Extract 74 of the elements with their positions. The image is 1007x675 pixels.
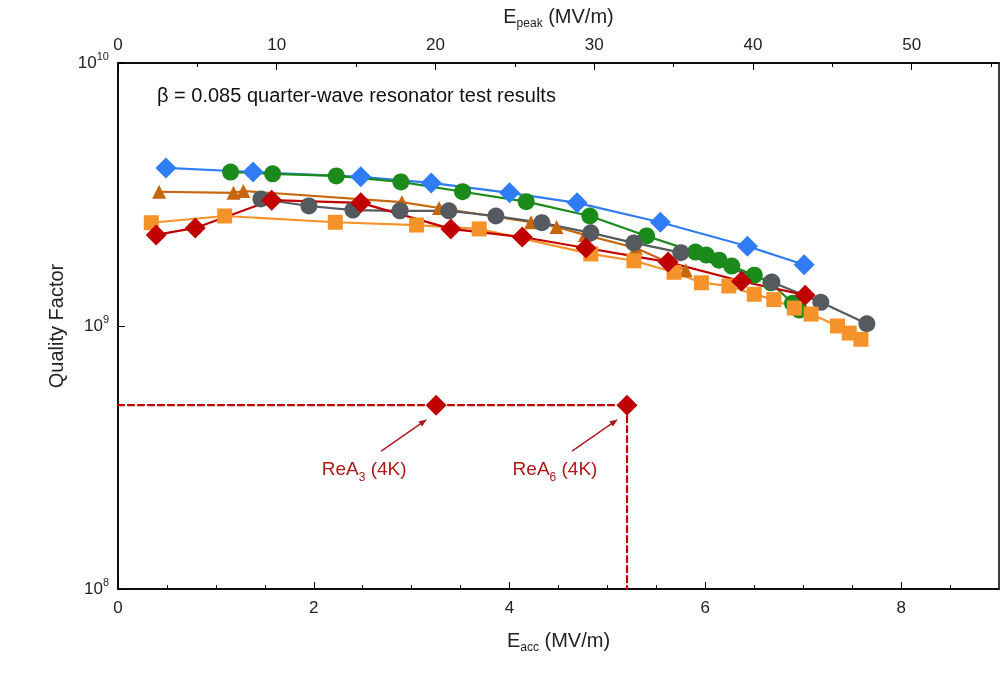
point [731, 270, 753, 292]
point [858, 315, 876, 333]
point [786, 300, 802, 316]
point [471, 221, 487, 237]
y-axis-title: Quality Factor [45, 263, 67, 389]
point [812, 293, 830, 311]
point [575, 237, 597, 259]
x2-tick-label: 20 [426, 35, 445, 54]
y-tick-label: 10$^{9}$ [83, 313, 109, 336]
point [454, 183, 472, 201]
point [582, 224, 600, 242]
point [350, 192, 372, 214]
point [853, 331, 869, 347]
point [581, 207, 599, 225]
point [242, 161, 264, 183]
x-tick-label: 0 [113, 598, 123, 617]
text: β = 0.085 quarter-wave resonator test results [157, 84, 556, 106]
point [226, 185, 241, 200]
point [517, 193, 535, 211]
point [625, 234, 643, 252]
point [499, 182, 521, 204]
point [566, 192, 588, 214]
point [184, 217, 206, 239]
x-tick-label: 6 [700, 598, 711, 617]
point [616, 394, 638, 416]
point [145, 224, 167, 246]
point [392, 173, 410, 191]
point [440, 202, 458, 220]
point [736, 235, 758, 257]
point [533, 214, 551, 232]
point [217, 208, 233, 224]
point [626, 253, 642, 269]
point [803, 306, 819, 322]
point [264, 165, 282, 183]
point [723, 257, 741, 275]
x2-tick-label: 30 [584, 35, 604, 54]
x2-tick-label: 50 [902, 35, 922, 54]
point [672, 244, 690, 262]
point [327, 214, 343, 230]
point [649, 211, 671, 233]
point [425, 394, 447, 416]
point [222, 163, 240, 181]
point [657, 251, 679, 273]
point [152, 184, 167, 199]
point [487, 207, 505, 225]
point [327, 167, 345, 185]
point [693, 275, 709, 291]
x-tick-label: 8 [896, 598, 906, 617]
point [511, 226, 533, 248]
x-tick-label: 4 [504, 598, 515, 617]
point [391, 202, 409, 220]
point [766, 292, 782, 308]
point [746, 286, 762, 302]
point [409, 217, 425, 233]
x2-tick-label: 40 [743, 35, 763, 54]
point [745, 266, 763, 284]
point [549, 219, 564, 234]
point [236, 184, 251, 199]
point [300, 197, 318, 215]
y-tick-label: 10$^{8}$ [83, 576, 109, 599]
point [155, 157, 177, 179]
y-tick-label: 10$^{10}$ [77, 50, 109, 73]
point [793, 254, 815, 276]
annotation: ReA$_{6}$ (4K) [512, 458, 598, 485]
point [261, 189, 283, 211]
annotation: ReA$_{3}$ (4K) [321, 458, 407, 485]
point [420, 172, 442, 194]
point [794, 284, 816, 306]
x2-tick-label: 0 [113, 35, 123, 54]
point [638, 227, 656, 245]
x2-tick-label: 10 [267, 35, 287, 54]
x-tick-label: 2 [309, 598, 319, 617]
point [440, 218, 462, 240]
point [350, 166, 372, 188]
